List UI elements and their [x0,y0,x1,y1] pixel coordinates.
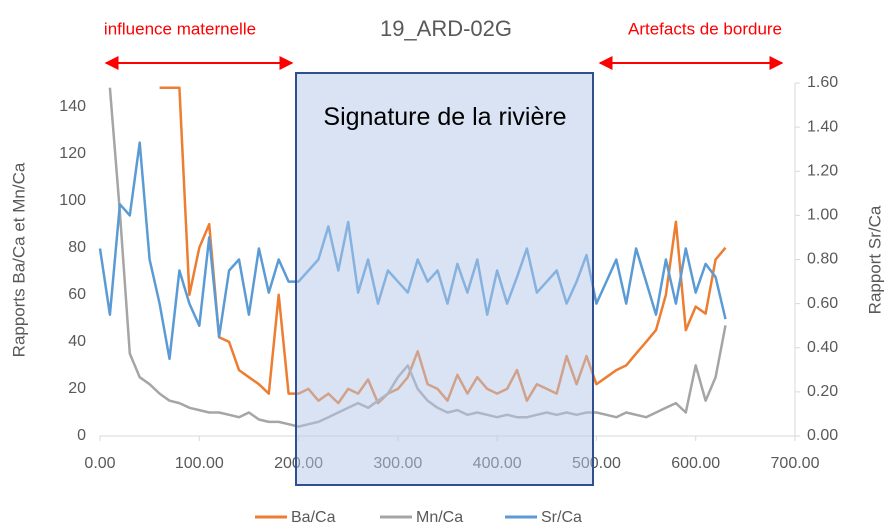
y2-axis-title: Rapport Sr/Ca [865,205,884,314]
x-tick-label: 700.00 [771,455,820,472]
x-tick-label: 0.00 [84,455,115,472]
legend-label: Mn/Ca [416,509,463,526]
y-tick-label: 120 [59,145,86,162]
chart-title: 19_ARD-02G [380,16,512,41]
x-tick-label: 100.00 [175,455,224,472]
y-tick-label: 140 [59,98,86,115]
legend: Ba/Ca Mn/Ca Sr/Ca [255,509,582,526]
legend-label: Ba/Ca [291,509,336,526]
y2-tick-label: 0.80 [807,251,838,268]
y-axis-title: Rapports Ba/Ca et Mn/Ca [9,162,28,357]
y-tick-label: 100 [59,192,86,209]
legend-label: Sr/Ca [541,509,582,526]
y-tick-label: 60 [68,286,86,303]
y2-tick-label: 1.40 [807,118,838,135]
y-tick-label: 80 [68,239,86,256]
x-tick-label: 600.00 [671,455,720,472]
y2-tick-label: 1.00 [807,207,838,224]
annotation: Artefacts de bordure [628,19,782,38]
y-tick-label: 0 [77,427,86,444]
y2-tick-label: 0.00 [807,427,838,444]
highlight-box [295,72,594,486]
y2-tick-label: 0.60 [807,295,838,312]
y2-tick-label: 0.40 [807,339,838,356]
y2-tick-label: 1.60 [807,74,838,91]
y2-tick-label: 0.20 [807,383,838,400]
annotation: influence maternelle [104,19,256,38]
y-tick-label: 40 [68,333,86,350]
box-label: Signature de la rivière [323,103,567,131]
y2-tick-label: 1.20 [807,162,838,179]
y-tick-label: 20 [68,380,86,397]
